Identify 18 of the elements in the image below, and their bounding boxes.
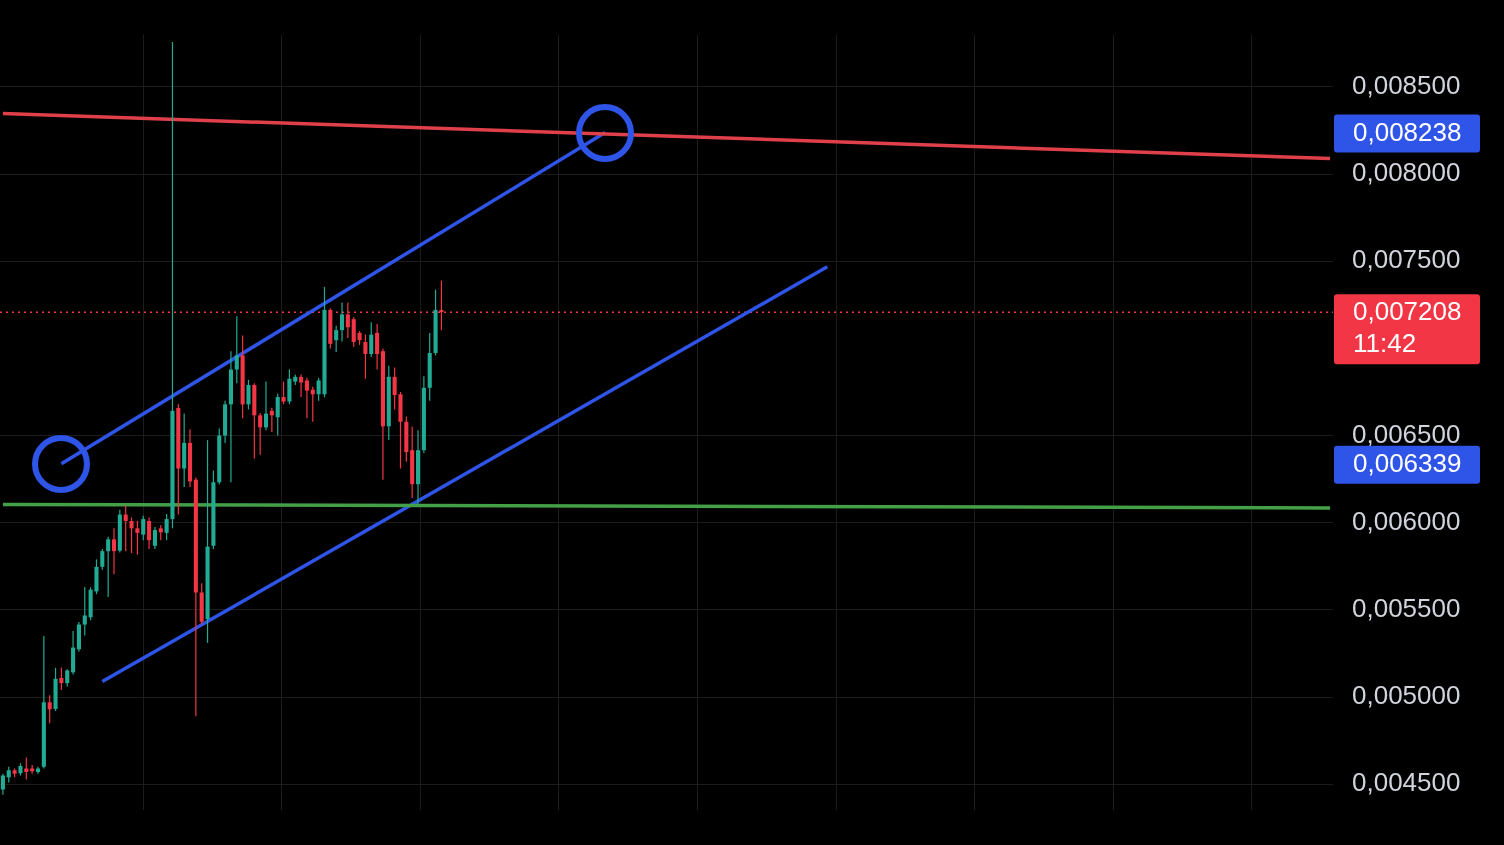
candlestick — [111, 528, 117, 575]
candlestick — [339, 302, 345, 342]
y-tick-label: 0,006000 — [1352, 505, 1461, 536]
candlestick — [228, 351, 233, 483]
ref-line-label: 0,007208 11:42 — [1353, 296, 1462, 359]
candlestick — [415, 430, 421, 505]
candlestick — [375, 324, 380, 370]
text: 0,006339 — [1353, 447, 1462, 478]
y-tick-label: 0,006500 — [1352, 418, 1461, 449]
candlestick — [263, 381, 269, 431]
y-tick-label: 0,005500 — [1352, 593, 1461, 624]
text: 0,008238 — [1353, 116, 1462, 147]
y-tick-label: 0,007500 — [1352, 244, 1461, 275]
y-tick-label: 0,005000 — [1352, 680, 1461, 711]
y-tick-label: 0,004500 — [1352, 767, 1461, 798]
candlestick — [304, 378, 309, 419]
y-tick-label: 0,008500 — [1352, 70, 1461, 101]
y-tick-label: 0,008000 — [1352, 157, 1461, 188]
